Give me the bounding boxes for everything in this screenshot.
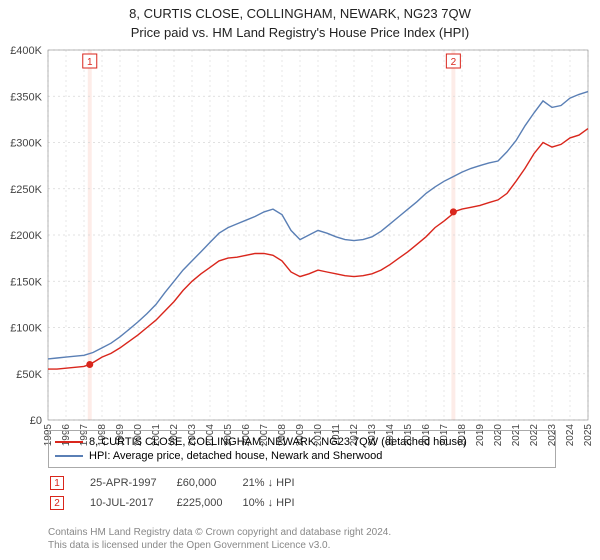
svg-text:2: 2 [451,57,457,68]
svg-text:£0: £0 [30,415,42,427]
sale-delta: 21% ↓ HPI [243,474,313,492]
svg-text:£350K: £350K [10,91,42,103]
legend-label: 8, CURTIS CLOSE, COLLINGHAM, NEWARK, NG2… [89,436,467,448]
sales-row: 2 10-JUL-2017£225,00010% ↓ HPI [50,494,313,512]
svg-text:£400K: £400K [10,45,42,57]
sales-table: 1 25-APR-1997£60,00021% ↓ HPI 2 10-JUL-2017… [48,472,315,514]
chart-title-address: 8, CURTIS CLOSE, COLLINGHAM, NEWARK, NG2… [0,0,600,21]
svg-text:£50K: £50K [16,369,42,381]
legend-swatch [55,441,83,443]
legend: 8, CURTIS CLOSE, COLLINGHAM, NEWARK, NG2… [48,430,556,468]
marker-badge: 2 [50,496,64,510]
chart-title-sub: Price paid vs. HM Land Registry's House … [0,21,600,40]
sale-date: 10-JUL-2017 [90,494,175,512]
footer-line1: Contains HM Land Registry data © Crown c… [48,526,391,539]
legend-label: HPI: Average price, detached house, Newa… [89,450,382,462]
footer-line2: This data is licensed under the Open Gov… [48,539,391,552]
sale-date: 25-APR-1997 [90,474,175,492]
sale-price: £225,000 [177,494,241,512]
svg-text:£100K: £100K [10,323,42,335]
svg-text:£200K: £200K [10,230,42,242]
sale-delta: 10% ↓ HPI [243,494,313,512]
svg-text:2024: 2024 [565,424,576,447]
legend-item: HPI: Average price, detached house, Newa… [55,449,549,463]
price-chart: £0£50K£100K£150K£200K£250K£300K£350K£400… [48,50,588,420]
svg-text:£250K: £250K [10,184,42,196]
legend-item: 8, CURTIS CLOSE, COLLINGHAM, NEWARK, NG2… [55,435,549,449]
svg-text:2025: 2025 [583,424,594,447]
svg-text:1: 1 [87,57,93,68]
sale-price: £60,000 [177,474,241,492]
footer-attribution: Contains HM Land Registry data © Crown c… [48,526,391,552]
marker-badge: 1 [50,476,64,490]
sales-row: 1 25-APR-1997£60,00021% ↓ HPI [50,474,313,492]
svg-text:£300K: £300K [10,138,42,150]
legend-swatch [55,455,83,457]
svg-text:£150K: £150K [10,276,42,288]
